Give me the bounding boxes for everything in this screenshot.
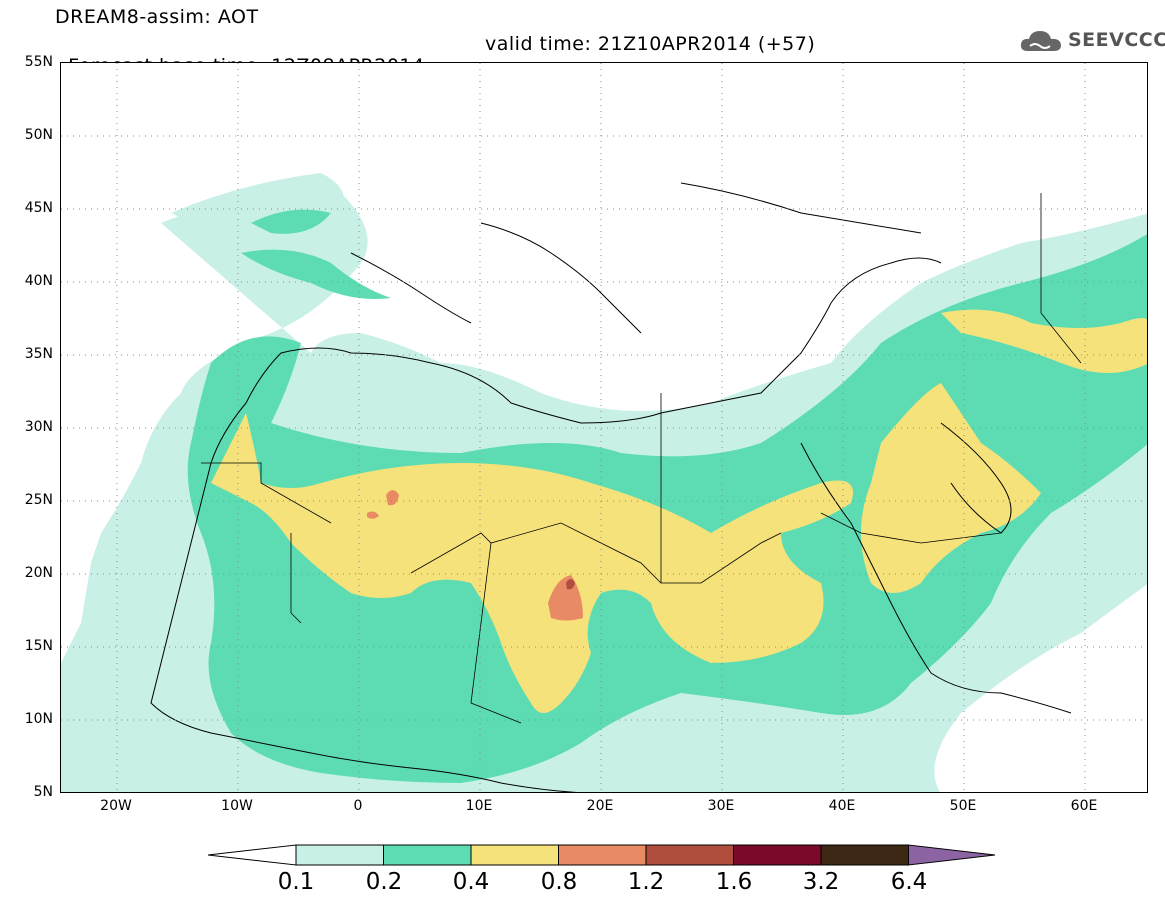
- colorbar-label: 3.2: [802, 869, 840, 895]
- colorbar-label: 1.6: [715, 869, 753, 895]
- cloud-icon: [1020, 31, 1061, 51]
- seevccc-logo: SEEVCCC: [1018, 24, 1165, 58]
- colorbar-swatch: [383, 844, 472, 866]
- logo-text: SEEVCCC: [1068, 29, 1165, 51]
- map-canvas: [61, 63, 1147, 792]
- aot-band-1.2: [566, 579, 575, 590]
- colorbar-swatch: [820, 844, 909, 866]
- aot-map: [60, 62, 1148, 793]
- lat-label: 45N: [24, 200, 53, 216]
- lon-label: 0: [353, 798, 363, 814]
- colorbar-label: 6.4: [890, 869, 928, 895]
- lat-label: 50N: [24, 127, 53, 143]
- lat-label: 35N: [24, 346, 53, 362]
- lon-label: 10E: [465, 798, 493, 814]
- lon-label: 40E: [828, 798, 856, 814]
- lat-label: 40N: [24, 273, 53, 289]
- colorbar-label: 1.2: [627, 869, 665, 895]
- colorbar-label: 0.2: [365, 869, 403, 895]
- colorbar-swatch: [295, 844, 384, 866]
- colorbar-swatch: [558, 844, 647, 866]
- lon-label: 10W: [221, 798, 253, 814]
- colorbar: [207, 844, 996, 866]
- lat-label: 5N: [33, 784, 53, 800]
- lat-label: 25N: [24, 492, 53, 508]
- coastlines: [150, 182, 1072, 792]
- lon-label: 50E: [949, 798, 977, 814]
- colorbar-swatch: [645, 844, 734, 866]
- lon-label: 20E: [586, 798, 614, 814]
- country-borders: [201, 193, 1082, 724]
- aot-band-0.8: [367, 490, 583, 621]
- lon-label: 20W: [100, 798, 132, 814]
- colorbar-label: 0.8: [540, 869, 578, 895]
- lat-label: 10N: [24, 711, 53, 727]
- colorbar-label: 0.4: [452, 869, 490, 895]
- colorbar-upper-extension: [908, 844, 996, 866]
- lat-label: 55N: [24, 54, 53, 70]
- colorbar-lower-extension: [207, 844, 297, 866]
- colorbar-swatch: [470, 844, 559, 866]
- aot-band-0.2: [187, 209, 1147, 783]
- model-title: DREAM8-assim: AOT: [55, 6, 259, 28]
- lat-label: 30N: [24, 419, 53, 435]
- lon-label: 30E: [707, 798, 735, 814]
- lat-label: 15N: [24, 638, 53, 654]
- colorbar-swatch: [733, 844, 822, 866]
- lat-label: 20N: [24, 565, 53, 581]
- graticule: [61, 63, 1147, 792]
- valid-time: valid time: 21Z10APR2014 (+57): [485, 33, 816, 55]
- lon-label: 60E: [1070, 798, 1098, 814]
- colorbar-label: 0.1: [277, 869, 315, 895]
